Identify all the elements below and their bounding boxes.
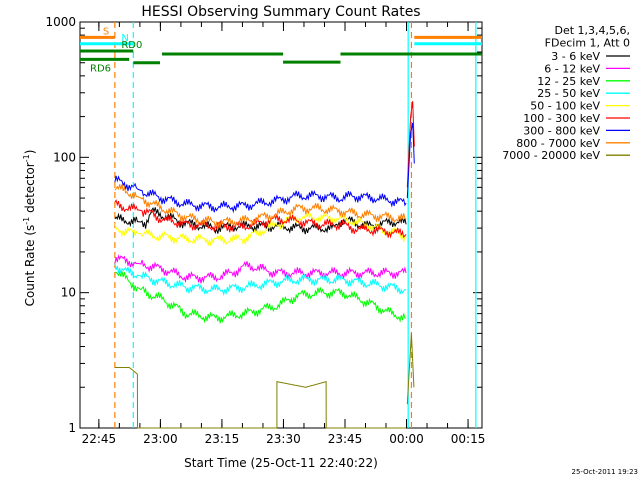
legend-label: 100 - 300 keV: [523, 112, 600, 125]
legend-label: 7000 - 20000 keV: [502, 149, 600, 162]
flag-label: S: [103, 26, 109, 37]
x-tick-label: 22:45: [82, 432, 117, 446]
legend-header: FDecim 1, Att 0: [545, 36, 630, 49]
series-line: [114, 199, 407, 239]
legend-label: 50 - 100 keV: [530, 100, 600, 113]
y-tick-label: 100: [53, 150, 76, 164]
footer-timestamp: 25-Oct-2011 19:23: [572, 468, 638, 476]
series-line: [114, 270, 407, 324]
x-tick-label: 00:15: [451, 432, 486, 446]
x-tick-label: 23:45: [328, 432, 363, 446]
chart-title: HESSI Observing Summary Count Rates: [141, 4, 420, 20]
y-axis-label-main: Count Rate (s: [23, 225, 37, 307]
y-tick-label: 10: [61, 286, 76, 300]
x-tick-label: 00:00: [389, 432, 424, 446]
series-line: [114, 207, 407, 235]
y-axis-label-mid: detector: [23, 162, 37, 217]
legend-label: 300 - 800 keV: [523, 124, 600, 137]
series-line: [114, 184, 407, 229]
series-line: [114, 263, 407, 296]
legend-header: Det 1,3,4,5,6,: [554, 24, 630, 37]
x-axis-label: Start Time (25-Oct-11 22:40:22): [184, 456, 378, 470]
series-line: [114, 210, 407, 246]
legend-label: 3 - 6 keV: [551, 50, 600, 63]
y-tick-label: 1000: [45, 15, 76, 29]
y-axis-label-end: ): [23, 150, 37, 155]
plot-area: 1 10 100 1000 22:45 23:00 23:15 23:30 23:45 00:00…: [45, 15, 485, 446]
burst-spike: [406, 333, 415, 405]
flag-label: RD0: [121, 40, 142, 51]
series-line: [114, 175, 407, 214]
flag-label: RD6: [90, 63, 111, 74]
y-axis-label-sup2: -1: [22, 154, 31, 162]
legend-label: 6 - 12 keV: [544, 62, 600, 75]
burst-spike: [406, 101, 415, 188]
legend-label: 800 - 7000 keV: [516, 137, 600, 150]
plot-frame: [79, 21, 483, 429]
series-line: [114, 367, 407, 429]
y-axis-label-sup1: -1: [22, 217, 31, 225]
legend-label: 25 - 50 keV: [537, 87, 600, 100]
x-tick-label: 23:15: [205, 432, 240, 446]
burst-spike: [406, 122, 415, 199]
x-tick-label: 23:00: [143, 432, 178, 446]
y-axis-label: Count Rate (s-1 detector-1): [22, 150, 37, 307]
y-tick-label: 1: [68, 421, 76, 435]
flag-label: N: [121, 33, 128, 44]
x-tick-label: 23:30: [266, 432, 301, 446]
series-line: [114, 254, 407, 284]
legend-label: 12 - 25 keV: [537, 75, 600, 88]
